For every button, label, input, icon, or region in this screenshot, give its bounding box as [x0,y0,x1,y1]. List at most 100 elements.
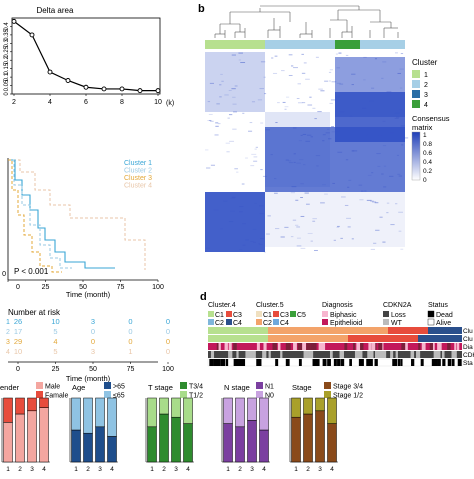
delta-point [11,18,17,24]
annotation-cell [209,359,213,366]
heatmap-cell [306,134,312,136]
delta-y-tick-label: 0 [4,92,10,96]
matrix-scale-label: 0.8 [423,141,432,148]
heatmap-cell [249,122,253,124]
heatmap-cell [362,107,367,109]
heatmap-cell [205,149,209,151]
heatmap-cell [373,242,377,244]
bar-x-tick-label: 2 [306,466,310,473]
heatmap-cell [336,82,341,84]
heatmap-cell [241,183,245,185]
heatmap-cell [219,84,222,86]
cdkn-swatch [383,319,389,325]
heatmap-cell [291,186,297,188]
annotation-cell [268,327,388,334]
annotation-cell [208,327,268,334]
heatmap-cell [284,108,287,110]
annotation-cell [238,359,242,366]
bar-x-tick-label: 3 [98,466,102,473]
risk-x-label: Time (month) [66,374,111,383]
heatmap-cell [234,168,238,170]
annotation-cell [361,359,364,366]
delta-point [29,32,35,38]
bar-x-tick-label: 2 [86,466,90,473]
risk-x-tick-label: 0 [16,366,20,373]
heatmap-cell [267,215,271,217]
consensus-panel: b Cluster 1 2 3 4 Consensus matrix 1 0.8 0.6 0.… [198,3,450,253]
heatmap-cell [329,69,334,71]
annotation-cell [225,359,229,366]
annotation-cell [358,359,363,366]
heatmap-cell [293,153,296,155]
cdkn-label: Loss [391,312,406,319]
heatmap-cell [322,134,326,136]
risk-x-tick-label: 100 [162,366,174,373]
cluster-annotation-segment [360,40,405,49]
stacked-bar-segment [183,423,193,463]
heatmap-cell [209,82,215,84]
heatmap-block [265,127,405,192]
annotation-cell [392,359,396,366]
annotation-cell [454,343,457,350]
annotation-cell [249,351,252,358]
heatmap-cell [390,224,395,226]
bar-x-tick-label: 3 [318,466,322,473]
heatmap-cell [259,244,263,246]
status-label: Dead [436,312,453,319]
heatmap-cell [260,238,265,240]
heatmap-cell [397,72,401,74]
cluster5-swatch [290,311,296,317]
cluster5-label: C5 [297,312,306,319]
bar-x-tick-label: 1 [6,466,10,473]
annotation-cell [403,343,408,350]
heatmap-cell [317,111,322,113]
heatmap-cell [239,206,244,208]
heatmap-cell [220,228,223,230]
risk-cell: 5 [53,327,57,336]
annotation-cell [368,359,372,366]
heatmap-cell [217,123,221,125]
heatmap-cell [238,59,241,61]
heatmap-cell [377,165,381,167]
heatmap-cell [306,203,310,205]
delta-point [101,86,107,92]
bar-legend-label: Famale [45,393,68,400]
cluster-annotation-segment [265,40,335,49]
heatmap-cell [375,229,380,231]
annotation-cell [344,343,348,350]
heatmap-cell [216,103,220,105]
delta-y-ticks: 00.050.10.150.20.250.30.350.4 [4,22,12,96]
survival-x-tick-label: 0 [16,284,20,291]
annotation-cell [307,351,311,358]
heatmap-cell [327,128,330,130]
survival-x-tick-label: 50 [79,284,87,291]
heatmap-cell [315,155,321,157]
bar-panel-title: N stage [224,383,250,392]
heatmap-cell [296,226,301,228]
stacked-bar-segment [235,426,245,463]
risk-cell: 0 [91,327,95,336]
annotation-cell [400,359,403,366]
stacked-bar-segment [3,422,13,463]
annotation-cell [340,359,345,366]
delta-y-tick-label: 0.15 [4,62,10,74]
heatmap-cell [300,215,305,217]
heatmap-cell [300,134,303,136]
cluster4-title: Cluster.4 [208,302,236,309]
heatmap-cell [284,106,289,108]
bar-panel-title: ender [0,383,20,392]
heatmap-cell [264,93,267,95]
heatmap-cell [312,218,317,220]
heatmap-cell [347,186,350,188]
heatmap-cell [254,202,257,204]
matrix-scale-label: 0.6 [423,150,432,157]
annotation-row-labels: CluCluDiaCDKSta [463,328,474,367]
heatmap-cell [389,132,395,134]
survival-curve-cluster-2 [8,159,72,269]
annotation-cell [277,343,281,350]
heatmap-cell [254,148,257,150]
heatmap-cell [296,245,302,247]
